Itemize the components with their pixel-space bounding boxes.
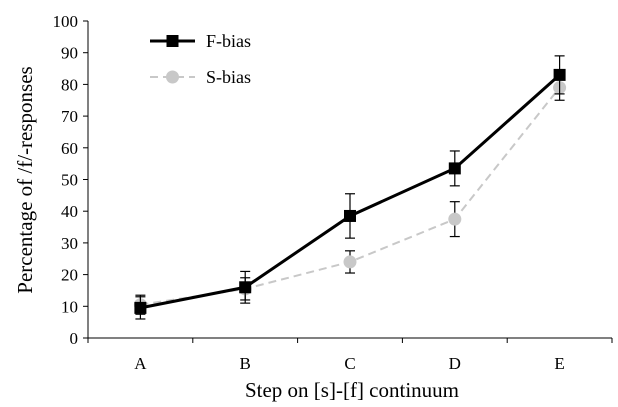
y-tick-label: 100 bbox=[53, 12, 79, 31]
legend-label: S-bias bbox=[206, 67, 251, 87]
series-f-bias bbox=[134, 55, 566, 320]
y-tick-label: 70 bbox=[61, 107, 78, 126]
data-point bbox=[448, 212, 462, 226]
y-tick-label: 10 bbox=[61, 297, 78, 316]
y-tick-label: 20 bbox=[61, 266, 78, 285]
x-tick-label: D bbox=[449, 354, 461, 373]
x-tick-label: B bbox=[240, 354, 251, 373]
series-layer bbox=[133, 55, 567, 320]
x-axis-label: Step on [s]-[f] continuum bbox=[245, 378, 459, 402]
x-tick-label: E bbox=[554, 354, 564, 373]
legend-marker bbox=[166, 70, 179, 84]
data-point bbox=[134, 301, 147, 314]
y-tick-label: 30 bbox=[61, 234, 78, 253]
data-point bbox=[239, 281, 252, 294]
y-tick-label: 90 bbox=[61, 44, 78, 63]
x-tick-label: C bbox=[344, 354, 355, 373]
legend-item-s-bias: S-bias bbox=[150, 67, 251, 87]
legend-marker bbox=[166, 35, 179, 47]
axes: 0 10 20 30 40 50 60 70 80 90 100 A B C D E bbox=[53, 12, 613, 373]
y-tick-label: 40 bbox=[61, 202, 78, 221]
y-axis-label: Percentage of /f/-responses bbox=[13, 66, 37, 293]
x-tick-label: A bbox=[134, 354, 147, 373]
legend: F-bias S-bias bbox=[150, 31, 251, 87]
data-point bbox=[344, 209, 356, 222]
legend-item-f-bias: F-bias bbox=[150, 31, 251, 51]
y-tick-label: 0 bbox=[70, 329, 79, 348]
legend-label: F-bias bbox=[206, 31, 251, 51]
y-tick-label: 50 bbox=[61, 171, 78, 190]
y-tick-label: 60 bbox=[61, 139, 78, 158]
data-point bbox=[343, 255, 357, 269]
data-point bbox=[553, 68, 566, 81]
y-tick-label: 80 bbox=[61, 75, 78, 94]
data-point bbox=[448, 162, 461, 175]
